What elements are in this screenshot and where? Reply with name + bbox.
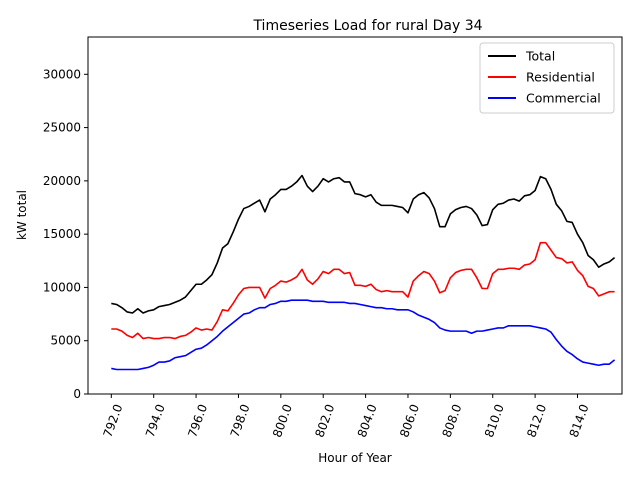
y-tick-label: 20000 (43, 174, 81, 188)
x-axis-label: Hour of Year (318, 451, 392, 465)
y-axis-ticks: 0 5000 10000 15000 20000 25000 30000 (43, 67, 88, 401)
y-tick-label: 25000 (43, 121, 81, 135)
y-tick-label: 5000 (50, 334, 81, 348)
legend: Total Residential Commercial (479, 42, 615, 114)
series-line-total (111, 174, 616, 314)
y-tick-label: 0 (73, 387, 81, 401)
legend-label-total: Total (525, 49, 555, 64)
legend-label-commercial: Commercial (526, 91, 601, 106)
y-axis-label: kW total (15, 190, 29, 240)
legend-box (479, 42, 615, 114)
y-tick-label: 10000 (43, 280, 81, 294)
series-layer (111, 174, 616, 371)
chart-title: Timeseries Load for rural Day 34 (252, 18, 482, 34)
plot-frame (87, 36, 623, 395)
series-line-residential (111, 241, 615, 340)
y-tick-label: 15000 (43, 227, 81, 241)
legend-label-residential: Residential (526, 70, 595, 85)
y-tick-label: 30000 (43, 67, 81, 81)
series-line-commercial (111, 299, 616, 371)
